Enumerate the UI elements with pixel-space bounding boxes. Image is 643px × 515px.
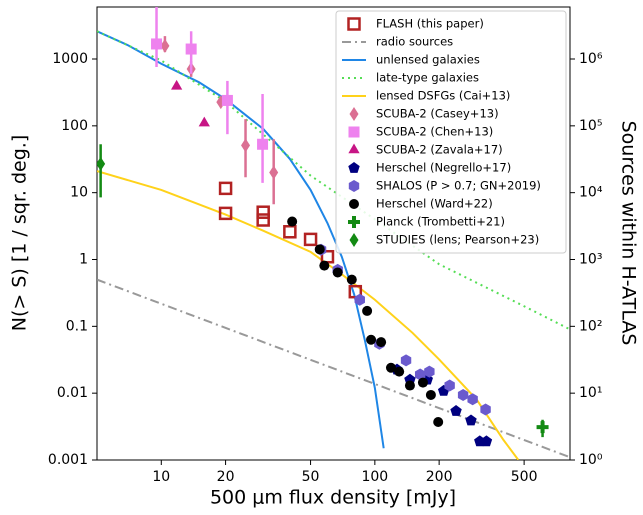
legend-label: lensed DSFGs (Cai+13) xyxy=(376,89,510,103)
data-point xyxy=(480,435,493,447)
y-tick-label: 0.1 xyxy=(66,318,88,334)
legend-symbol xyxy=(347,17,361,31)
data-point xyxy=(257,138,269,150)
model-line xyxy=(97,278,570,459)
y-tick-label: 10 xyxy=(70,185,88,201)
data-point xyxy=(303,232,318,247)
legend-label: late-type galaxies xyxy=(376,71,479,85)
data-point xyxy=(198,116,210,127)
legend-box xyxy=(335,10,567,254)
x-tick-label: 20 xyxy=(217,469,235,485)
legend-symbol xyxy=(348,162,360,173)
data-point xyxy=(218,181,233,196)
data-point xyxy=(457,388,469,401)
y2-tick-label: 10⁶ xyxy=(579,51,603,67)
data-point xyxy=(433,417,444,428)
y2-tick-label: 10¹ xyxy=(579,385,602,401)
data-point xyxy=(151,38,163,50)
data-point xyxy=(256,205,270,219)
data-point xyxy=(354,293,365,306)
data-point xyxy=(218,206,233,221)
y2-tick-label: 10⁴ xyxy=(579,185,603,201)
data-point xyxy=(404,380,415,391)
legend-symbol xyxy=(348,180,360,192)
legend-symbol xyxy=(348,216,360,228)
legend-label: Herschel (Ward+22) xyxy=(376,197,493,211)
data-point xyxy=(414,368,426,381)
data-point xyxy=(283,225,297,239)
data-point xyxy=(185,43,197,55)
x-tick-label: 50 xyxy=(302,469,320,485)
data-point xyxy=(269,165,279,180)
legend-label: SCUBA-2 (Casey+13) xyxy=(376,107,499,121)
data-point xyxy=(376,337,387,348)
plot-frame xyxy=(96,6,571,461)
legend-symbol xyxy=(349,233,359,247)
data-point xyxy=(241,138,251,153)
y-tick-label: 0.01 xyxy=(57,385,88,401)
legend-label: SHALOS (P > 0.7; GN+2019) xyxy=(376,179,541,193)
data-point xyxy=(221,94,233,106)
data-point xyxy=(287,216,298,227)
data-point xyxy=(450,405,462,416)
y2-tick-label: 10³ xyxy=(579,252,602,268)
legend: FLASH (this paper) radio sources unlensed … xyxy=(335,10,567,254)
legend-label: STUDIES (lens; Pearson+23) xyxy=(376,233,539,247)
data-point xyxy=(319,260,330,271)
y2-tick-label: 10⁰ xyxy=(579,452,603,468)
x-axis-label: 500 μm flux density [mJy] xyxy=(210,487,456,509)
y-tick-label: 0.001 xyxy=(48,452,88,468)
x-tick-label: 100 xyxy=(361,469,388,485)
plot-area xyxy=(97,7,570,460)
data-point xyxy=(400,354,412,367)
data-point xyxy=(314,244,325,255)
data-point xyxy=(444,379,455,392)
data-point xyxy=(171,79,183,90)
y-tick-label: 100 xyxy=(61,118,88,134)
legend-symbol xyxy=(348,126,360,138)
data-point xyxy=(465,414,477,426)
data-point xyxy=(385,362,396,373)
legend-label: Herschel (Negrello+17) xyxy=(376,161,511,175)
x-tick-label: 10 xyxy=(152,469,170,485)
data-point xyxy=(256,213,270,227)
y-axis-label: N(> S) [1 / sqr. deg.] xyxy=(9,135,31,331)
legend-label: Planck (Trombetti+21) xyxy=(376,215,505,229)
data-point xyxy=(480,403,491,416)
y-tick-label: 1 xyxy=(79,252,88,268)
y2-tick-label: 10⁵ xyxy=(579,118,602,134)
legend-label: SCUBA-2 (Zavala+17) xyxy=(376,143,503,157)
legend-symbol xyxy=(349,199,359,209)
legend-symbol xyxy=(348,143,360,154)
data-point xyxy=(467,393,478,406)
x-tick-label: 500 xyxy=(511,469,538,485)
y2-axis-label: Sources within H-ATLAS xyxy=(618,121,640,346)
data-point xyxy=(424,365,435,378)
model-line xyxy=(97,30,385,449)
data-point xyxy=(332,267,343,278)
data-point xyxy=(394,366,405,377)
data-point xyxy=(346,274,357,285)
legend-label: SCUBA-2 (Chen+13) xyxy=(376,125,493,139)
data-point xyxy=(97,156,106,171)
data-point xyxy=(425,389,436,400)
data-point xyxy=(417,377,428,388)
data-point xyxy=(536,421,549,434)
data-point xyxy=(366,334,377,345)
y-tick-label: 1000 xyxy=(52,51,88,67)
x-tick-label: 200 xyxy=(426,469,453,485)
legend-symbol xyxy=(349,107,359,121)
data-point xyxy=(160,38,170,53)
y2-tick-label: 10² xyxy=(579,318,602,334)
data-point xyxy=(362,305,373,316)
legend-label: unlensed galaxies xyxy=(376,53,480,67)
legend-label: FLASH (this paper) xyxy=(376,17,484,31)
legend-label: radio sources xyxy=(376,35,453,49)
